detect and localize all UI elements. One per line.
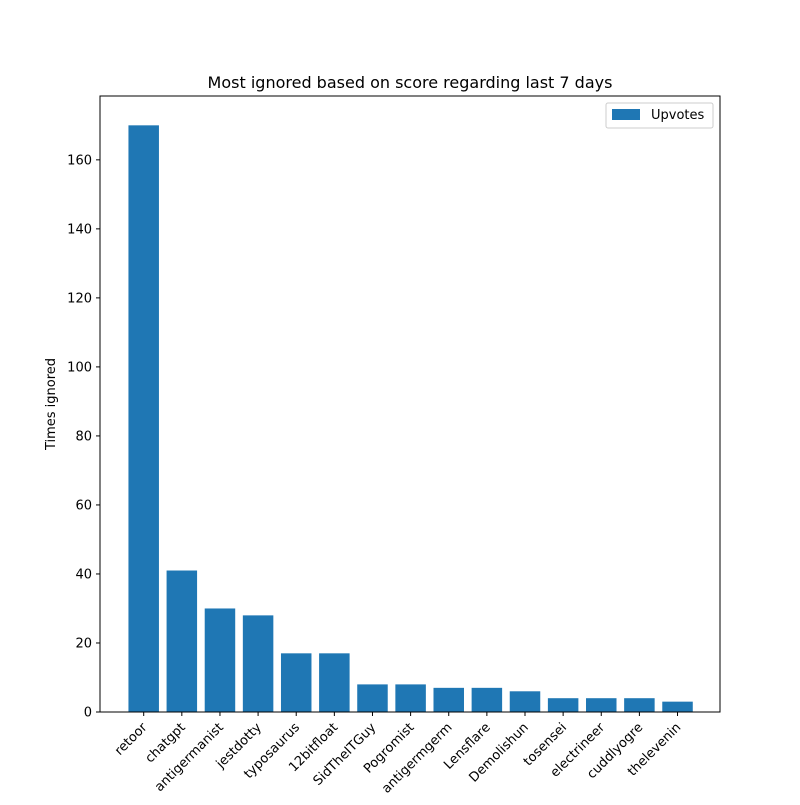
bar-cuddlyogre: [624, 698, 655, 712]
bar-chatgpt: [166, 570, 198, 712]
bar-electrineer: [586, 698, 617, 712]
bar-Pogromist: [395, 684, 426, 712]
y-tick-label: 80: [75, 429, 92, 444]
bar-SidTheITGuy: [357, 684, 388, 712]
y-ticks-group: 0 20 40 60 80 100 120 140 160: [67, 153, 100, 721]
bar-Demolishun: [509, 691, 541, 712]
bars-group: [128, 125, 693, 712]
legend: Upvotes: [605, 102, 714, 129]
y-tick-label: 100: [67, 360, 92, 375]
chart-title: Most ignored based on score regarding la…: [208, 73, 613, 92]
y-tick-label: 160: [67, 153, 92, 168]
bar-antigermanist: [204, 608, 236, 712]
bar-jestdotty: [242, 615, 274, 712]
bar-12bitfloat: [319, 653, 350, 712]
y-tick-label: 0: [84, 706, 92, 721]
bar-Lensflare: [471, 687, 503, 712]
legend-label-upvotes: Upvotes: [651, 108, 705, 123]
bar-thelevenin: [662, 701, 693, 712]
bar-antigermgerm: [433, 687, 464, 712]
bar-retoor: [128, 125, 159, 712]
y-tick-label: 20: [75, 636, 92, 651]
y-tick-label: 140: [67, 222, 92, 237]
bar-typosaurus: [280, 653, 312, 712]
y-tick-label: 120: [67, 291, 92, 306]
legend-swatch-upvotes: [612, 109, 640, 120]
y-tick-label: 40: [75, 567, 92, 582]
bar-tosensei: [547, 698, 579, 712]
y-axis-label: Times ignored: [44, 358, 59, 451]
plot-frame: [99, 95, 721, 713]
y-tick-label: 60: [75, 498, 92, 513]
